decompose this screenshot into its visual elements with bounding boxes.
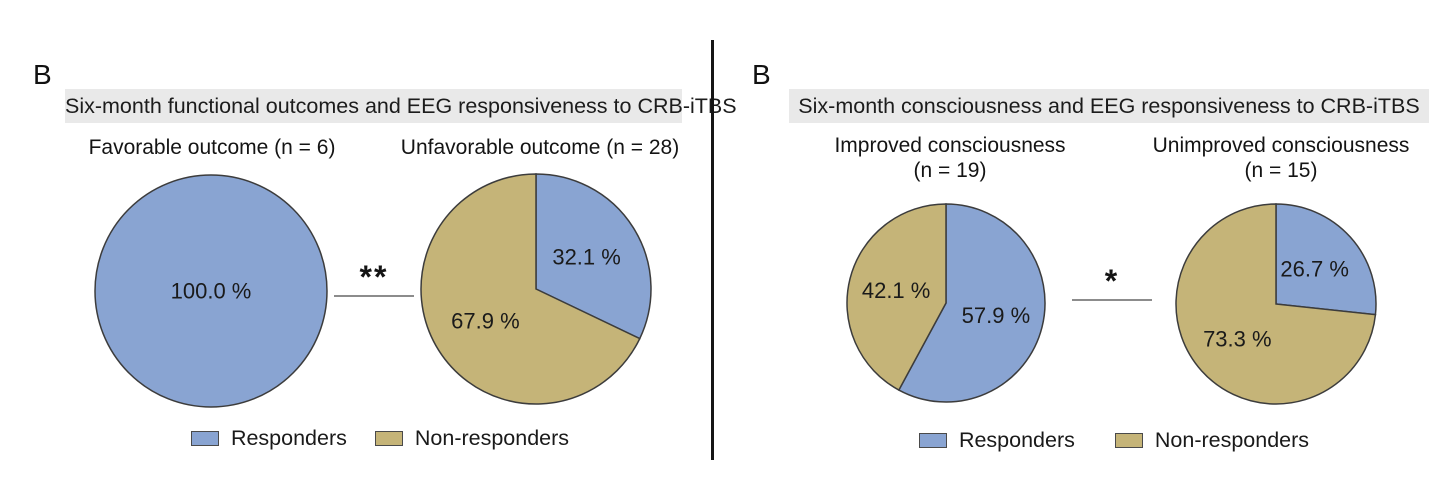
pie-slice-responders xyxy=(94,174,328,408)
responders-swatch xyxy=(190,431,219,446)
legend-left: Responders Non-responders xyxy=(145,426,615,451)
legend-item-non-responders: Non-responders xyxy=(374,426,570,451)
chart-title-favorable-outcome: Favorable outcome (n = 6) xyxy=(88,136,336,159)
legend-label-non-responders: Non-responders xyxy=(414,426,570,450)
legend-label-non-responders: Non-responders xyxy=(1154,428,1310,452)
responders-swatch xyxy=(918,433,947,448)
pie-slice-responders xyxy=(897,203,1046,403)
panel-label-right: B xyxy=(752,59,771,90)
legend-right: Responders Non-responders xyxy=(884,428,1344,453)
pie-slice-non-responders xyxy=(846,203,947,392)
pie-slice-responders xyxy=(1275,203,1377,316)
chart-title-unimproved-consciousness: Unimproved consciousness (n = 15) xyxy=(1152,134,1410,182)
significance-marker-right: * xyxy=(1104,263,1120,299)
pie-slice-percentage-label: 100.0 % xyxy=(171,279,252,304)
legend-item-non-responders: Non-responders xyxy=(1114,428,1310,453)
pie-unfavorable-outcome: 32.1 % 67.9 % xyxy=(419,172,653,406)
pie-unimproved-consciousness: 26.7 % 73.3 % xyxy=(1174,202,1378,406)
legend-item-responders: Responders xyxy=(918,428,1075,453)
pie-slice-percentage-label: 67.9 % xyxy=(451,308,520,333)
panel-header-right: Six-month consciousness and EEG responsi… xyxy=(789,89,1429,123)
chart-title-improved-consciousness: Improved consciousness (n = 19) xyxy=(834,134,1066,182)
pie-slice-percentage-label: 26.7 % xyxy=(1280,257,1349,282)
non-responders-swatch xyxy=(374,431,403,446)
panel-divider xyxy=(711,40,714,460)
significance-marker-left: ** xyxy=(359,259,389,295)
pie-slice-percentage-label: 73.3 % xyxy=(1203,326,1272,351)
significance-line-right xyxy=(1072,299,1152,301)
chart-title-unfavorable-outcome: Unfavorable outcome (n = 28) xyxy=(400,136,680,159)
pie-slice-responders xyxy=(535,173,652,340)
legend-item-responders: Responders xyxy=(190,426,347,451)
pie-slice-percentage-label: 57.9 % xyxy=(962,303,1030,328)
pie-slice-percentage-label: 42.1 % xyxy=(862,278,931,303)
panel-header-left: Six-month functional outcomes and EEG re… xyxy=(65,89,737,123)
panel-label-left: B xyxy=(33,59,52,90)
pie-slice-non-responders xyxy=(420,173,641,405)
non-responders-swatch xyxy=(1114,433,1143,448)
legend-label-responders: Responders xyxy=(958,428,1075,452)
pie-favorable-outcome: 100.0 % xyxy=(93,173,329,409)
legend-label-responders: Responders xyxy=(230,426,347,450)
significance-line-left xyxy=(334,295,414,297)
pie-slice-percentage-label: 32.1 % xyxy=(552,245,621,270)
pie-improved-consciousness: 57.9 % 42.1 % xyxy=(845,202,1047,404)
pie-slice-non-responders xyxy=(1175,203,1377,405)
